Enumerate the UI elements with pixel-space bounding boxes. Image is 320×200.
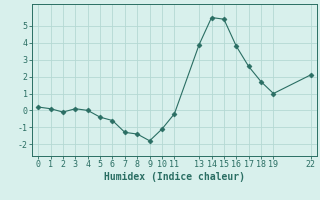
X-axis label: Humidex (Indice chaleur): Humidex (Indice chaleur) — [104, 172, 245, 182]
